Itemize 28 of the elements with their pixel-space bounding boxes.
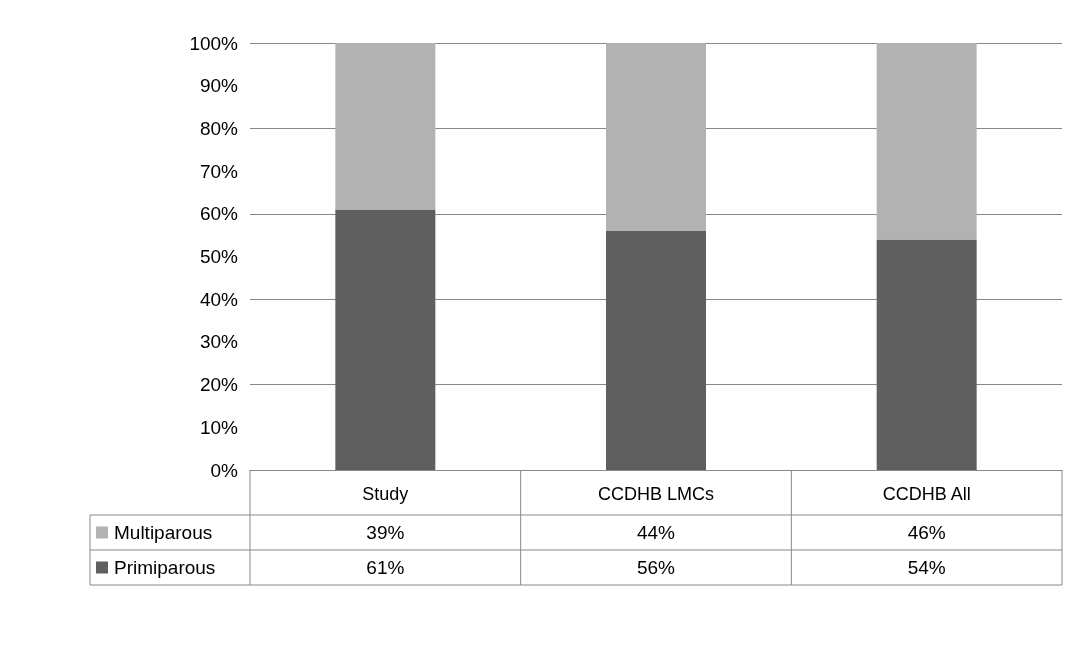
data-label: 46% [907, 522, 946, 543]
y-tick-label: 50% [199, 246, 239, 267]
x-tick-label: CCDHB LMCs [597, 484, 715, 504]
bar [876, 43, 977, 240]
y-tick-label: 40% [199, 288, 239, 310]
x-tick-label: CCDHB All [882, 484, 971, 504]
y-tick-label: 60% [199, 203, 239, 225]
y-tick-label: 70% [199, 160, 239, 182]
legend-label: Primiparous [114, 557, 216, 578]
y-tick-label: 20% [199, 374, 239, 396]
y-tick-label: 10% [199, 416, 239, 438]
x-tick-label: Study [362, 484, 409, 504]
data-label: 54% [907, 557, 946, 578]
data-label: 56% [636, 557, 676, 578]
data-label: 61% [366, 557, 405, 578]
y-tick-label: 30% [199, 331, 239, 353]
y-tick-label: 90% [199, 75, 239, 97]
data-label: 44% [636, 522, 676, 543]
legend-label: Multiparous [114, 522, 213, 543]
bar [606, 43, 706, 231]
y-tick-label: 0% [210, 459, 239, 481]
y-tick-label: 80% [199, 117, 239, 139]
data-label: 39% [366, 522, 405, 543]
y-tick-label: 100% [189, 32, 239, 54]
bar [876, 239, 977, 470]
bar [606, 230, 706, 470]
bar [335, 209, 436, 470]
bar [335, 43, 436, 210]
